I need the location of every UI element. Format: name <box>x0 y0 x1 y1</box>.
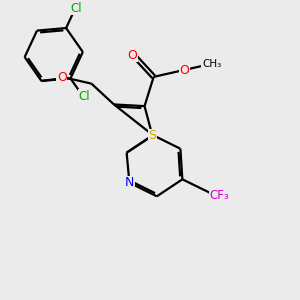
Text: Cl: Cl <box>70 2 82 15</box>
Text: O: O <box>57 70 67 84</box>
Text: O: O <box>128 49 137 62</box>
Text: CF₃: CF₃ <box>209 190 229 202</box>
Text: S: S <box>148 129 156 142</box>
Text: O: O <box>179 64 189 77</box>
Text: CH₃: CH₃ <box>202 59 221 70</box>
Text: Cl: Cl <box>78 90 90 103</box>
Text: N: N <box>125 176 134 189</box>
